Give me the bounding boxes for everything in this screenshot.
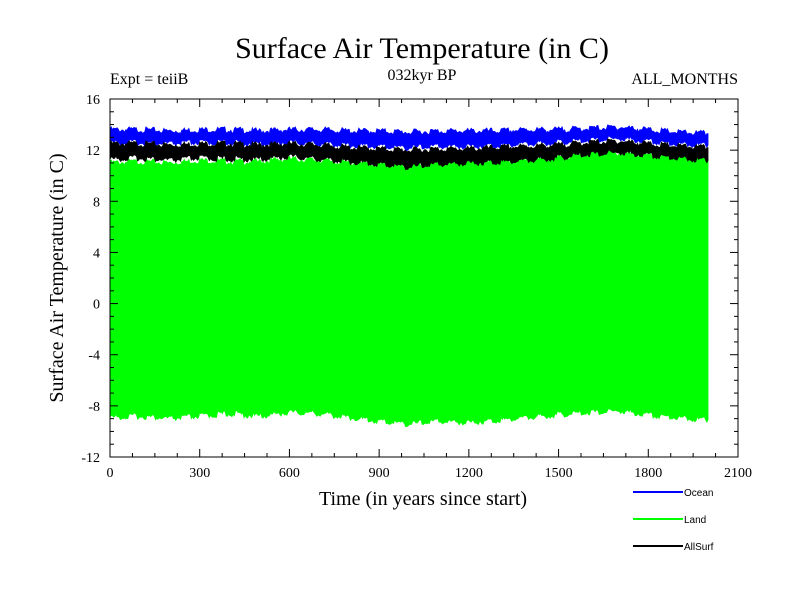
legend-label-ocean: Ocean — [684, 488, 713, 499]
x-tick-label: 2100 — [724, 466, 752, 481]
x-tick-label: 900 — [369, 466, 390, 481]
y-tick-label: 16 — [86, 93, 100, 108]
series-layer — [109, 124, 709, 427]
y-tick-label: 0 — [93, 298, 100, 313]
legend: Ocean Land AllSurf — [633, 488, 714, 553]
x-tick-label: 1200 — [455, 466, 483, 481]
legend-label-allsurf: AllSurf — [684, 542, 714, 553]
series-band-allsurf — [109, 138, 709, 170]
x-tick-label: 1800 — [634, 466, 662, 481]
x-tick-label: 1500 — [545, 466, 573, 481]
y-tick-label: -8 — [88, 400, 100, 415]
legend-label-land: Land — [684, 515, 706, 526]
series-band-land — [109, 149, 709, 427]
x-axis-label: Time (in years since start) — [319, 488, 527, 510]
y-tick-label: 4 — [93, 246, 100, 261]
experiment-label: Expt = teiiB — [110, 71, 188, 88]
chart-title: Surface Air Temperature (in C) — [235, 32, 609, 65]
axes-layer: 0 300 600 900 1200 1500 1800 2100 16 12 8 4 0 -4 -8 -12 — [81, 93, 752, 481]
y-tick-label: -4 — [88, 349, 100, 364]
x-tick-label: 300 — [189, 466, 210, 481]
chart-subtitle: 032kyr BP — [388, 67, 457, 84]
y-tick-label: -12 — [81, 451, 100, 466]
y-tick-label: 12 — [86, 144, 100, 159]
x-tick-label: 0 — [107, 466, 114, 481]
y-axis-label: Surface Air Temperature (in C) — [46, 153, 68, 402]
y-tick-label: 8 — [93, 195, 100, 210]
x-tick-label: 600 — [279, 466, 300, 481]
period-label: ALL_MONTHS — [631, 71, 738, 88]
